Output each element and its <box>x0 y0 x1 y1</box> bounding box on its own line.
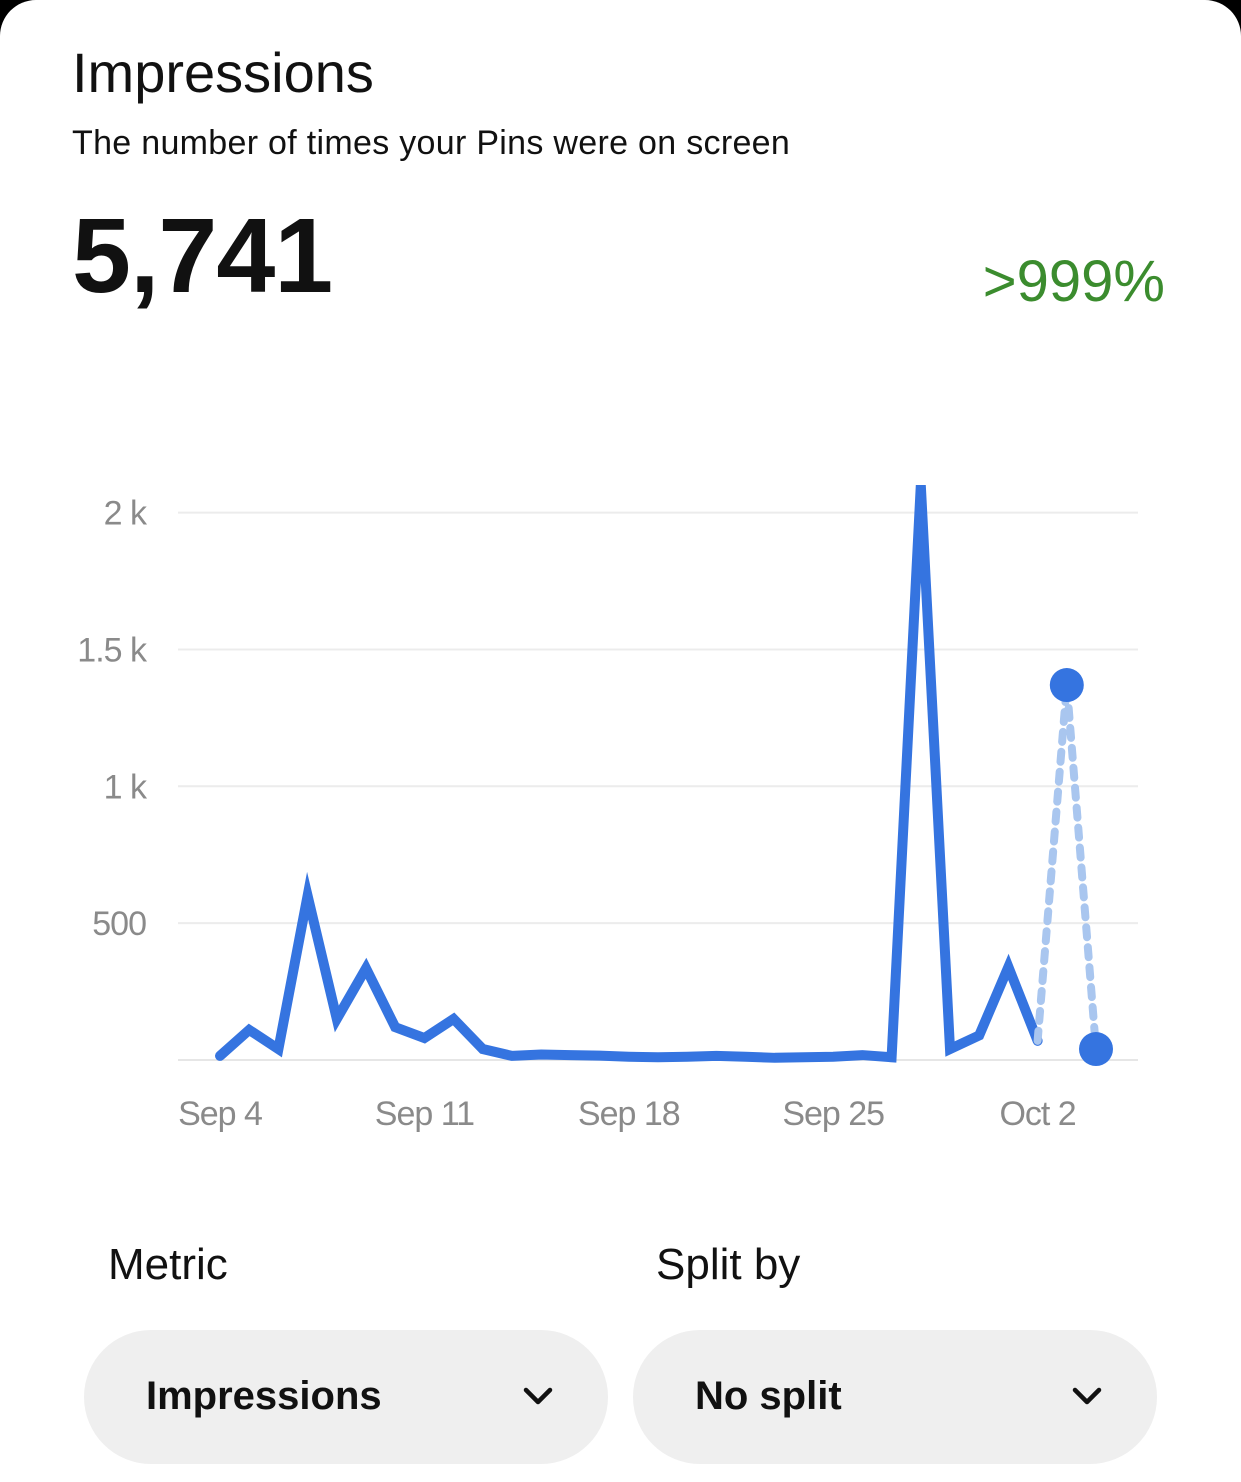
y-tick-label: 500 <box>92 905 146 943</box>
metric-select-value: Impressions <box>146 1374 382 1418</box>
page-title: Impressions <box>72 41 374 104</box>
x-tick-label: Sep 25 <box>782 1095 884 1133</box>
impressions-line-chart: 500 1 k 1.5 k 2 k Sep 4 Sep 11 Sep 18 Sep 25 Oct… <box>77 484 1138 1133</box>
series-line <box>215 484 1043 1063</box>
chevron-down-icon <box>523 1387 553 1405</box>
y-tick-label: 1.5 k <box>77 631 148 669</box>
y-tick-label: 2 k <box>104 495 148 533</box>
x-tick-label: Sep 18 <box>578 1095 680 1133</box>
change-percent: >999% <box>982 249 1165 314</box>
metric-select[interactable]: Impressions <box>84 1330 608 1464</box>
chevron-down-icon <box>1072 1387 1102 1405</box>
x-tick-label: Sep 4 <box>178 1095 262 1133</box>
x-tick-label: Sep 11 <box>375 1095 474 1133</box>
total-value: 5,741 <box>72 197 333 315</box>
data-point <box>1049 668 1084 703</box>
split-by-select-value: No split <box>695 1374 842 1418</box>
metric-label: Metric <box>108 1240 228 1289</box>
y-tick-label: 1 k <box>104 768 148 806</box>
projected-series-line <box>1033 684 1100 1054</box>
x-tick-label: Oct 2 <box>999 1095 1075 1133</box>
page-subtitle: The number of times your Pins were on sc… <box>72 124 791 162</box>
split-by-label: Split by <box>656 1240 801 1289</box>
split-by-select[interactable]: No split <box>633 1330 1157 1464</box>
data-point <box>1079 1032 1113 1067</box>
